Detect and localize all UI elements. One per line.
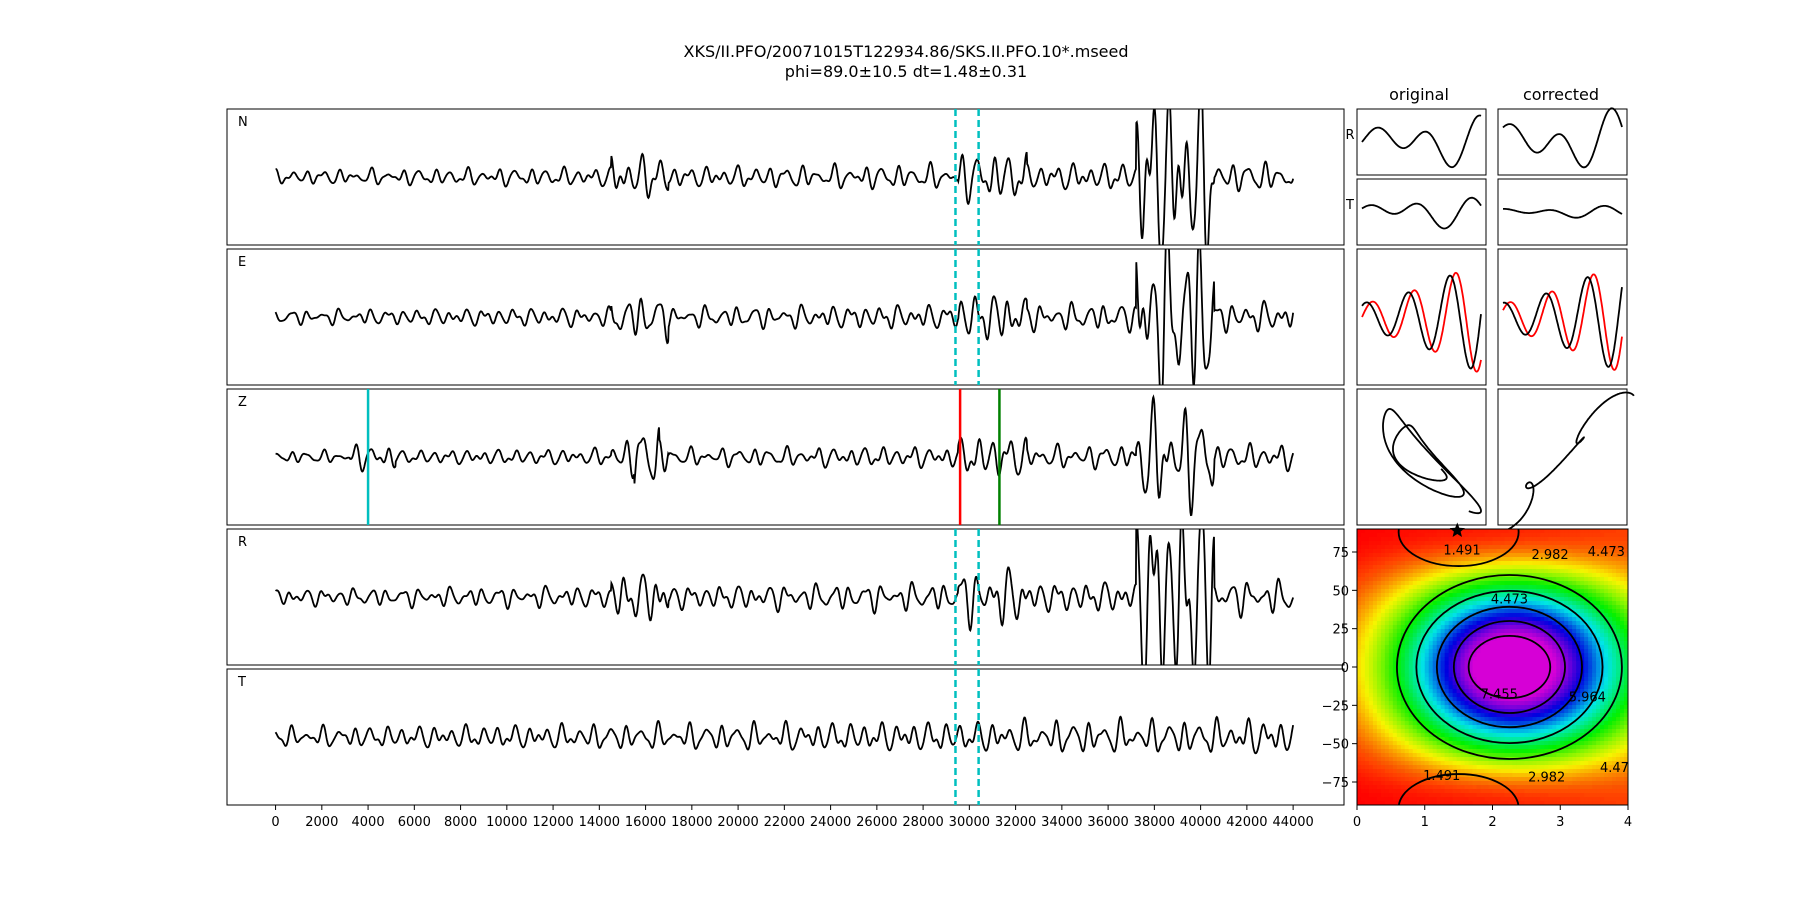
- surface-x-tick-label: 0: [1353, 815, 1361, 830]
- trace-panel-r: [226, 528, 1345, 666]
- waveform-z: [275, 394, 1294, 517]
- black-waveform: [1502, 276, 1623, 368]
- contour-label: 2.982: [1528, 770, 1565, 785]
- contour-label: 7.455: [1481, 688, 1518, 703]
- x-tick-label: 24000: [810, 815, 851, 830]
- contour-label: 4.473: [1588, 545, 1625, 560]
- x-tick-label: 42000: [1226, 815, 1267, 830]
- surface-y-tick-label: −50: [1322, 738, 1349, 753]
- component-trace: [1361, 114, 1482, 169]
- component-trace: [1503, 205, 1623, 219]
- pm-panel-3-1: [1497, 388, 1628, 526]
- x-tick-label: 38000: [1134, 815, 1175, 830]
- trace-label-z: Z: [238, 395, 247, 410]
- contour-line: [1435, 605, 1583, 729]
- surface-y-tick-label: 75: [1332, 546, 1349, 561]
- pm-panel-3-0: [1356, 388, 1487, 526]
- column-title-original: original: [1389, 85, 1449, 104]
- particle-motion-trace: [1382, 407, 1482, 515]
- trace-label-t: T: [237, 675, 246, 690]
- x-tick-label: 10000: [486, 815, 527, 830]
- x-tick-label: 14000: [579, 815, 620, 830]
- x-tick-label: 6000: [398, 815, 431, 830]
- pm-panel-0-1: [1497, 108, 1628, 176]
- trace-label-r: R: [238, 535, 247, 550]
- x-tick-label: 44000: [1272, 815, 1313, 830]
- best-fit-star: [1449, 522, 1465, 537]
- red-waveform: [1361, 271, 1482, 373]
- x-tick-label: 22000: [764, 815, 805, 830]
- x-tick-label: 32000: [995, 815, 1036, 830]
- contour-line: [1397, 529, 1520, 567]
- trace-label-e: E: [238, 255, 246, 270]
- trace-panel-e: [226, 248, 1345, 386]
- contour-label: 2.982: [1531, 548, 1568, 563]
- black-waveform: [1361, 274, 1482, 370]
- contour-label: 1.491: [1443, 543, 1480, 558]
- x-tick-label: 30000: [949, 815, 990, 830]
- x-tick-label: 8000: [444, 815, 477, 830]
- x-tick-label: 28000: [902, 815, 943, 830]
- component-trace: [1361, 196, 1482, 230]
- pm-panel-2-1: [1497, 248, 1628, 386]
- trace-panels: N E Z R T: [226, 108, 1345, 806]
- x-tick-label: 20000: [717, 815, 758, 830]
- row-label-r: R: [1345, 128, 1354, 143]
- contour-label: 4.473: [1491, 593, 1528, 608]
- surface-y-tick-label: 25: [1332, 623, 1349, 638]
- pm-panel-1-1: [1497, 178, 1628, 246]
- contour-label: 1.491: [1423, 769, 1460, 784]
- x-tick-label: 16000: [625, 815, 666, 830]
- surface-x-tick-label: 3: [1556, 815, 1564, 830]
- pm-panel-2-0: [1356, 248, 1487, 386]
- waveform-n: [275, 109, 1294, 245]
- x-tick-label: 4000: [352, 815, 385, 830]
- red-waveform: [1502, 273, 1623, 371]
- contour-label: 5.964: [1569, 691, 1606, 706]
- trace-label-n: N: [238, 115, 248, 130]
- contour-line: [1396, 574, 1623, 760]
- x-tick-label: 34000: [1041, 815, 1082, 830]
- chart-title: XKS/II.PFO/20071015T122934.86/SKS.II.PFO…: [684, 42, 1129, 61]
- surface-x-tick-label: 1: [1421, 815, 1429, 830]
- surface-fill: [1357, 529, 1628, 805]
- contour-line: [1467, 635, 1552, 700]
- column-title-corrected: corrected: [1523, 85, 1599, 104]
- x-tick-label: 36000: [1087, 815, 1128, 830]
- x-tick-label: 12000: [532, 815, 573, 830]
- waveform-t: [274, 715, 1294, 755]
- waveform-e: [274, 249, 1294, 385]
- trace-panel-z: [226, 388, 1345, 526]
- contour-line: [1397, 773, 1520, 805]
- particle-motion-trace: [1504, 391, 1635, 532]
- chart-subtitle: phi=89.0±10.5 dt=1.48±0.31: [785, 62, 1027, 81]
- x-tick-label: 18000: [671, 815, 712, 830]
- x-tick-label: 2000: [305, 815, 338, 830]
- contour-line: [1452, 620, 1566, 714]
- trace-panel-t: [226, 668, 1345, 806]
- surface-x-tick-label: 4: [1624, 815, 1632, 830]
- surface-y-tick-label: −75: [1322, 776, 1349, 791]
- surface-y-tick-label: 0: [1341, 661, 1349, 676]
- x-tick-label: 40000: [1180, 815, 1221, 830]
- surface-y-tick-label: 50: [1332, 584, 1349, 599]
- surface-y-tick-label: −25: [1322, 699, 1349, 714]
- row-label-t: T: [1345, 198, 1354, 213]
- waveform-r: [274, 529, 1294, 665]
- surface-x-tick-label: 2: [1488, 815, 1496, 830]
- particle-motion-panels: [1356, 107, 1635, 532]
- contour-label: 4.47: [1600, 761, 1629, 776]
- component-trace: [1502, 107, 1623, 169]
- pm-panel-1-0: [1356, 178, 1487, 246]
- x-tick-label: 0: [271, 815, 279, 830]
- x-tick-label: 26000: [856, 815, 897, 830]
- pm-panel-0-0: [1356, 108, 1487, 176]
- trace-panel-n: [226, 108, 1345, 246]
- contour-line: [1415, 590, 1604, 745]
- trace-x-axis: 0 2000 4000 6000 8000 10000 12000 14000 16000 180…: [271, 805, 1314, 830]
